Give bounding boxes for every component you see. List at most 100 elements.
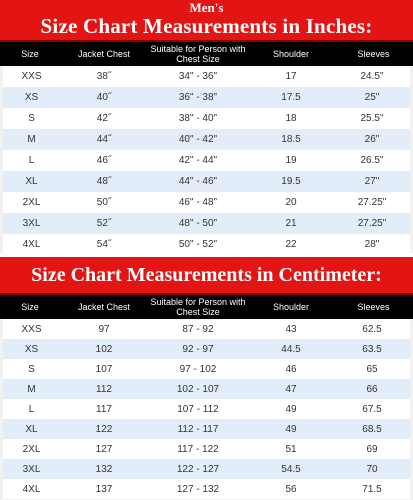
cell-size: 3XL — [22, 463, 41, 475]
centimeter-title: Size Chart Measurements in Centimeter: — [31, 264, 382, 286]
cell-shoulder: 51 — [285, 443, 297, 455]
cell-sleeves: 26" — [364, 134, 380, 145]
header-sleeves: Sleeves — [357, 49, 390, 59]
inches-subtitle: Men's — [189, 0, 224, 15]
cell-shoulder: 20 — [285, 197, 297, 208]
cell-suitable-chest: 87 - 92 — [182, 323, 214, 335]
header-suitable-chest: Suitable for Person with Chest Size — [150, 297, 246, 317]
cell-shoulder: 21 — [285, 218, 297, 229]
cell-size: 3XL — [22, 218, 41, 229]
table-row: M 112 102 - 107 47 66 — [3, 379, 410, 399]
cell-jacket-chest: 42˝ — [96, 113, 112, 124]
table-row: XXS 38˝ 34" - 36" 17 24.5" — [3, 66, 410, 87]
cell-suitable-chest: 42" - 44" — [178, 155, 218, 166]
cell-sleeves: 27.25" — [357, 197, 387, 208]
table-row: M 44˝ 40" - 42" 18.5 26" — [3, 129, 410, 150]
header-shoulder: Shoulder — [272, 302, 310, 312]
cell-size: XL — [25, 423, 38, 435]
cell-jacket-chest: 137 — [95, 483, 113, 495]
header-jacket-chest: Jacket Chest — [77, 302, 131, 312]
cell-jacket-chest: 52˝ — [96, 218, 112, 229]
cell-jacket-chest: 40˝ — [96, 92, 112, 103]
table-row: 4XL 54˝ 50" - 52" 22 28" — [3, 234, 410, 255]
cell-sleeves: 65 — [366, 363, 378, 375]
table-row: 2XL 127 117 - 122 51 69 — [3, 439, 410, 459]
cell-sleeves: 25" — [364, 92, 380, 103]
cell-shoulder: 19.5 — [281, 176, 301, 187]
centimeter-chart: Size Chart Measurements in Centimeter: S… — [0, 257, 413, 500]
cell-sleeves: 27.25" — [357, 218, 387, 229]
cell-jacket-chest: 48˝ — [96, 176, 112, 187]
cell-size: 2XL — [22, 443, 41, 455]
cell-size: M — [27, 134, 36, 145]
table-row: L 46˝ 42" - 44" 19 26.5" — [3, 150, 410, 171]
cell-suitable-chest: 92 - 97 — [182, 343, 214, 355]
cell-jacket-chest: 38˝ — [96, 71, 112, 82]
cell-suitable-chest: 36" - 38" — [178, 92, 218, 103]
cell-suitable-chest: 34" - 36" — [178, 71, 218, 82]
cell-shoulder: 22 — [285, 239, 297, 250]
cell-size: L — [28, 155, 35, 166]
inches-table-body: XXS 38˝ 34" - 36" 17 24.5" XS 40˝ 36" - 38" 17.5… — [0, 66, 413, 255]
centimeter-table-body: XXS 97 87 - 92 43 62.5 XS 102 92 - 97 44.5 63.5 S 1… — [0, 319, 413, 499]
cell-size: XXS — [21, 71, 42, 82]
cell-jacket-chest: 50˝ — [96, 197, 112, 208]
cell-suitable-chest: 44" - 46" — [178, 176, 218, 187]
cell-sleeves: 63.5 — [362, 343, 382, 355]
inches-title: Size Chart Measurements in Inches: — [40, 14, 373, 38]
cell-size: L — [28, 403, 35, 415]
cell-sleeves: 71.5 — [362, 483, 382, 495]
header-suitable-chest: Suitable for Person with Chest Size — [150, 44, 246, 64]
cell-suitable-chest: 38" - 40" — [178, 113, 218, 124]
cell-size: XS — [24, 343, 39, 355]
table-row: XL 122 112 - 117 49 68.5 — [3, 419, 410, 439]
cell-sleeves: 70 — [366, 463, 378, 475]
header-size: Size — [21, 49, 39, 59]
cell-shoulder: 49 — [285, 403, 297, 415]
centimeter-header-row: Size Jacket Chest Suitable for Person wi… — [0, 295, 413, 319]
cell-suitable-chest: 48" - 50" — [178, 218, 218, 229]
cell-shoulder: 49 — [285, 423, 297, 435]
cell-sleeves: 62.5 — [362, 323, 382, 335]
cell-shoulder: 18.5 — [281, 134, 301, 145]
cell-jacket-chest: 46˝ — [96, 155, 112, 166]
cell-sleeves: 24.5" — [360, 71, 384, 82]
cell-size: M — [27, 383, 36, 395]
cell-suitable-chest: 46" - 48" — [178, 197, 218, 208]
table-row: 3XL 52˝ 48" - 50" 21 27.25" — [3, 213, 410, 234]
cell-shoulder: 17 — [285, 71, 297, 82]
cell-suitable-chest: 107 - 112 — [177, 403, 219, 415]
cell-shoulder: 56 — [285, 483, 297, 495]
cell-shoulder: 44.5 — [281, 343, 301, 355]
inches-chart: Men's Size Chart Measurements in Inches:… — [0, 0, 413, 255]
table-row: XL 48˝ 44" - 46" 19.5 27" — [3, 171, 410, 192]
cell-jacket-chest: 132 — [95, 463, 113, 475]
table-row: L 117 107 - 112 49 67.5 — [3, 399, 410, 419]
cell-shoulder: 54.5 — [281, 463, 301, 475]
cell-suitable-chest: 50" - 52" — [178, 239, 218, 250]
cell-size: S — [28, 113, 35, 124]
cell-jacket-chest: 102 — [95, 343, 113, 355]
cell-jacket-chest: 117 — [96, 403, 112, 415]
header-size: Size — [21, 302, 39, 312]
cell-sleeves: 69 — [366, 443, 378, 455]
cell-suitable-chest: 117 - 122 — [177, 443, 219, 455]
cell-sleeves: 26.5" — [360, 155, 384, 166]
table-row: XS 40˝ 36" - 38" 17.5 25" — [3, 87, 410, 108]
cell-shoulder: 17.5 — [281, 92, 301, 103]
cell-suitable-chest: 97 - 102 — [179, 363, 217, 375]
cell-sleeves: 28" — [364, 239, 380, 250]
cell-suitable-chest: 102 - 107 — [176, 383, 220, 395]
cell-sleeves: 66 — [366, 383, 378, 395]
cell-size: 2XL — [22, 197, 41, 208]
header-jacket-chest: Jacket Chest — [77, 49, 131, 59]
cell-sleeves: 25.5" — [360, 113, 384, 124]
cell-suitable-chest: 122 - 127 — [176, 463, 220, 475]
table-row: 4XL 137 127 - 132 56 71.5 — [3, 479, 410, 499]
header-sleeves: Sleeves — [357, 302, 390, 312]
cell-size: S — [28, 363, 35, 375]
table-row: S 107 97 - 102 46 65 — [3, 359, 410, 379]
cell-size: 4XL — [22, 483, 41, 495]
cell-size: XS — [24, 92, 39, 103]
cell-shoulder: 19 — [285, 155, 297, 166]
